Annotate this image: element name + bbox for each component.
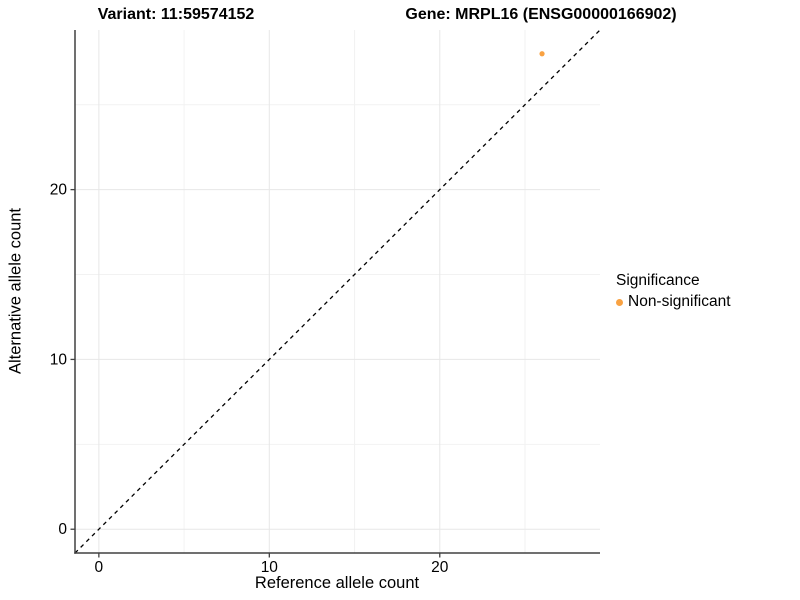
- legend-point-icon: [616, 298, 623, 306]
- x-axis-title: Reference allele count: [254, 574, 420, 592]
- plot-title-gene: Gene: MRPL16 (ENSG00000166902): [405, 6, 677, 23]
- y-axis-title: Alternative allele count: [6, 207, 25, 375]
- y-tick-label: 0: [58, 521, 67, 538]
- data-point: [539, 51, 545, 57]
- x-tick-label: 20: [431, 559, 449, 576]
- plot-title-variant: Variant: 11:59574152: [97, 6, 255, 23]
- legend: Significance Non-significant: [616, 272, 731, 311]
- legend-item: Non-significant: [616, 293, 731, 311]
- legend-title: Significance: [616, 272, 700, 289]
- y-tick-label: 10: [50, 351, 68, 368]
- y-tick-label: 20: [50, 182, 68, 199]
- legend-item-label: Non-significant: [628, 293, 731, 310]
- identity-line: [74, 29, 601, 554]
- x-tick-label: 0: [95, 559, 104, 576]
- x-tick-label: 10: [261, 559, 279, 576]
